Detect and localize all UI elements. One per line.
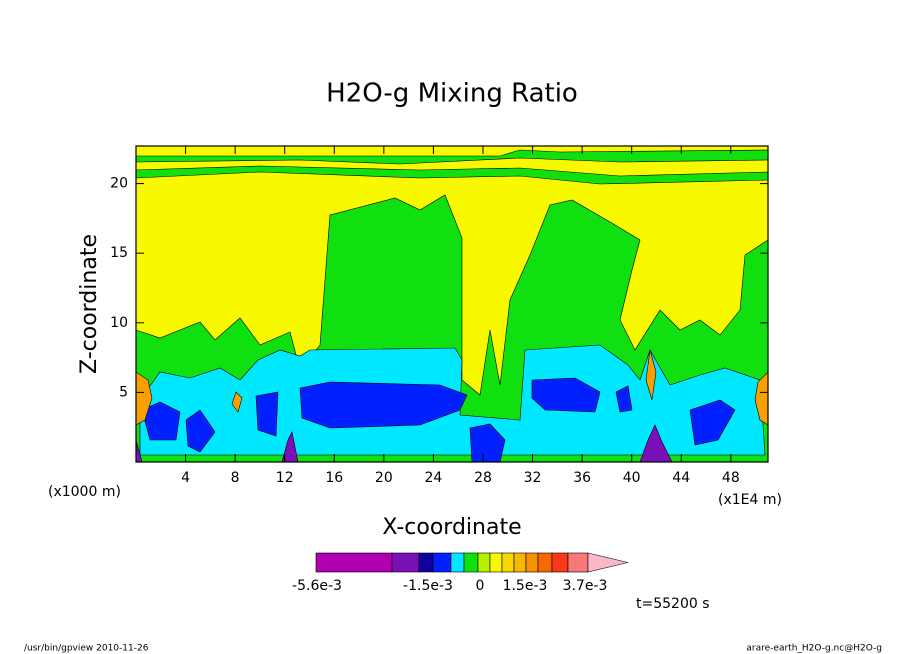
- y-axis-label: Z-coordinate: [77, 234, 102, 374]
- colorbar-cell: [501, 552, 515, 573]
- x-tick-label: 24: [424, 470, 442, 486]
- x-tick-label: 20: [375, 470, 393, 486]
- colorbar-cell: [463, 552, 479, 573]
- colorbar-cell: [432, 552, 452, 573]
- colorbar-cell: [537, 552, 553, 573]
- y-tick-label: 20: [110, 176, 128, 192]
- x-axis-label: X-coordinate: [382, 515, 521, 540]
- plot-frame: [135, 145, 769, 463]
- colorbar-cell: [418, 552, 434, 573]
- x-tick-label: 8: [231, 470, 240, 486]
- x-tick-label: 12: [276, 470, 294, 486]
- colorbar-cell: [567, 552, 589, 573]
- time-label: t=55200 s: [636, 596, 710, 612]
- field-orange: [135, 349, 769, 426]
- colorbar-cell: [450, 552, 465, 573]
- colorbar-cell: [513, 552, 527, 573]
- colorbar-cell: [477, 552, 491, 573]
- colorbar-label: 1.5e-3: [503, 578, 548, 594]
- field-blue: [141, 377, 736, 463]
- colorbar-label: 0: [476, 578, 485, 594]
- colorbar-label: -5.6e-3: [292, 578, 342, 594]
- colorbar-cell: [551, 552, 569, 573]
- x-tick-label: 48: [722, 470, 740, 486]
- y-tick-label: 5: [119, 384, 128, 400]
- chart-title: H2O-g Mixing Ratio: [326, 79, 578, 109]
- y-tick-label: 15: [110, 245, 128, 261]
- colorbar-extend: [587, 552, 629, 573]
- x-tick-label: 28: [474, 470, 492, 486]
- colorbar-cell: [489, 552, 503, 573]
- contour-field: [135, 145, 769, 463]
- x-tick-label: 16: [325, 470, 343, 486]
- y-tick-label: 10: [110, 315, 128, 331]
- colorbar-cell: [315, 552, 393, 573]
- x-tick-label: 32: [524, 470, 542, 486]
- colorbar-cell: [391, 552, 420, 573]
- colorbar-cell: [525, 552, 539, 573]
- x-tick-label: 44: [672, 470, 690, 486]
- colorbar-label: 3.7e-3: [563, 578, 608, 594]
- footer-left: /usr/bin/gpview 2010-11-26: [24, 644, 149, 654]
- x-unit-right: (x1E4 m): [718, 492, 782, 508]
- footer-right: arare-earth_H2O-g.nc@H2O-g: [746, 644, 882, 654]
- colorbar-label: -1.5e-3: [403, 578, 453, 594]
- x-tick-label: 36: [573, 470, 591, 486]
- x-tick-label: 40: [623, 470, 641, 486]
- x-tick-label: 4: [181, 470, 190, 486]
- x-unit-left: (x1000 m): [48, 484, 121, 500]
